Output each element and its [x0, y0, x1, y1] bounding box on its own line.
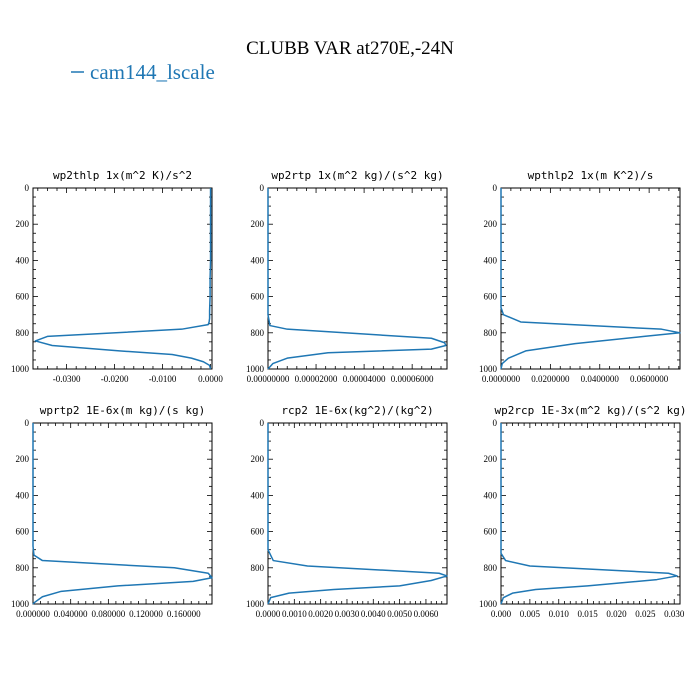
y-tick-label: 200: [484, 219, 498, 229]
x-tick-label: 0.0060: [414, 609, 439, 619]
y-tick-label: 600: [251, 527, 265, 537]
y-tick-label: 200: [251, 454, 265, 464]
y-tick-label: 1000: [479, 364, 498, 374]
series-line: [267, 423, 448, 605]
panel-4: wprtp2 1E-6x(m kg)/(s kg) 0 200 400 600 800 10…: [11, 404, 213, 619]
series-line: [32, 423, 213, 605]
plot-frame: [500, 422, 681, 605]
y-tick-label: 200: [16, 219, 30, 229]
series-line: [500, 188, 681, 370]
panel-6: wp2rcp 1E-3x(m^2 kg)/(s^2 kg)0 200 400 600 8…: [479, 404, 687, 619]
x-tick-label: 0.0000000: [482, 374, 521, 384]
x-tick-label: 0.00004000: [343, 374, 386, 384]
panel-3: wpthlp2 1x(m K^2)/s 0 200 400 600 800 10000.00…: [479, 169, 681, 384]
x-tick-label: 0.0000: [198, 374, 223, 384]
panel-2: wp2rtp 1x(m^2 kg)/(s^2 kg) 0 200 400 600 800 1…: [246, 169, 448, 384]
y-tick-label: 600: [16, 292, 30, 302]
y-tick-label: 0: [493, 418, 498, 428]
panel-title: wp2thlp 1x(m^2 K)/s^2: [53, 169, 192, 182]
plot-frame: [267, 187, 448, 370]
series-line: [500, 423, 678, 605]
y-tick-label: 800: [484, 563, 498, 573]
x-tick-label: 0.0400000: [581, 374, 620, 384]
x-tick-label: 0.00000000: [247, 374, 290, 384]
y-tick-label: 400: [251, 255, 265, 265]
y-tick-label: 800: [251, 328, 265, 338]
y-tick-label: 200: [16, 454, 30, 464]
panel-1: wp2thlp 1x(m^2 K)/s^2 0 200 400 600 800 1000 -0…: [11, 169, 223, 384]
y-tick-label: 200: [484, 454, 498, 464]
y-tick-label: 400: [16, 490, 30, 500]
figure-title: CLUBB VAR at270E,-24N: [246, 38, 454, 59]
y-tick-label: 1000: [11, 599, 30, 609]
y-tick-label: 200: [251, 219, 265, 229]
y-tick-label: 400: [251, 490, 265, 500]
y-tick-label: 0: [260, 418, 265, 428]
legend: cam144_lscale: [71, 60, 215, 84]
y-tick-label: 800: [251, 563, 265, 573]
y-tick-label: 600: [16, 527, 30, 537]
y-tick-label: 0: [25, 418, 30, 428]
y-tick-label: 0: [25, 183, 30, 193]
panel-title: wprtp2 1E-6x(m kg)/(s kg): [40, 404, 206, 417]
y-tick-label: 1000: [246, 364, 265, 374]
x-tick-label: 0.000: [491, 609, 512, 619]
x-tick-label: -0.0100: [149, 374, 177, 384]
y-tick-label: 0: [260, 183, 265, 193]
series-line: [34, 188, 212, 370]
x-tick-label: 0.0200000: [531, 374, 570, 384]
panel-title: rcp2 1E-6x(kg^2)/(kg^2): [281, 404, 433, 417]
x-tick-label: -0.0300: [53, 374, 81, 384]
panel-title: wpthlp2 1x(m K^2)/s: [528, 169, 654, 182]
x-tick-label: 0.025: [635, 609, 656, 619]
panel-title: wp2rcp 1E-3x(m^2 kg)/(s^2 kg): [494, 404, 686, 417]
x-tick-label: 0.0600000: [630, 374, 669, 384]
y-tick-label: 400: [484, 490, 498, 500]
x-tick-label: 0.0000: [256, 609, 281, 619]
panel-title: wp2rtp 1x(m^2 kg)/(s^2 kg): [271, 169, 443, 182]
y-tick-label: 1000: [479, 599, 498, 609]
x-tick-label: 0.0040: [361, 609, 386, 619]
x-tick-label: 0.160000: [167, 609, 201, 619]
x-tick-label: 0.00006000: [391, 374, 434, 384]
panels: wp2thlp 1x(m^2 K)/s^2 0 200 400 600 800 1000 -0…: [11, 169, 687, 619]
plot-frame: [32, 422, 213, 605]
y-tick-label: 1000: [11, 364, 30, 374]
series-line: [267, 188, 447, 370]
x-tick-label: 0.015: [577, 609, 598, 619]
x-tick-label: 0.010: [549, 609, 570, 619]
panel-5: rcp2 1E-6x(kg^2)/(kg^2) 0 200 400 600 800 1000…: [246, 404, 448, 619]
x-tick-label: 0.00002000: [295, 374, 338, 384]
x-tick-label: 0.020: [606, 609, 627, 619]
x-tick-label: 0.000000: [16, 609, 50, 619]
x-tick-label: 0.080000: [91, 609, 125, 619]
x-tick-label: 0.0010: [282, 609, 307, 619]
y-tick-label: 600: [251, 292, 265, 302]
x-tick-label: -0.0200: [101, 374, 129, 384]
x-tick-label: 0.030: [664, 609, 685, 619]
y-tick-label: 600: [484, 527, 498, 537]
y-tick-label: 400: [484, 255, 498, 265]
x-tick-label: 0.040000: [54, 609, 88, 619]
y-tick-label: 800: [484, 328, 498, 338]
y-tick-label: 0: [493, 183, 498, 193]
x-tick-label: 0.120000: [129, 609, 163, 619]
x-tick-label: 0.0020: [308, 609, 333, 619]
x-tick-label: 0.005: [520, 609, 541, 619]
x-tick-label: 0.0030: [335, 609, 360, 619]
y-tick-label: 400: [16, 255, 30, 265]
y-tick-label: 800: [16, 563, 30, 573]
y-tick-label: 1000: [246, 599, 265, 609]
legend-label: cam144_lscale: [90, 60, 215, 84]
plot-frame: [267, 422, 448, 605]
x-tick-label: 0.0050: [387, 609, 412, 619]
y-tick-label: 600: [484, 292, 498, 302]
plot-frame: [32, 187, 213, 370]
y-tick-label: 800: [16, 328, 30, 338]
